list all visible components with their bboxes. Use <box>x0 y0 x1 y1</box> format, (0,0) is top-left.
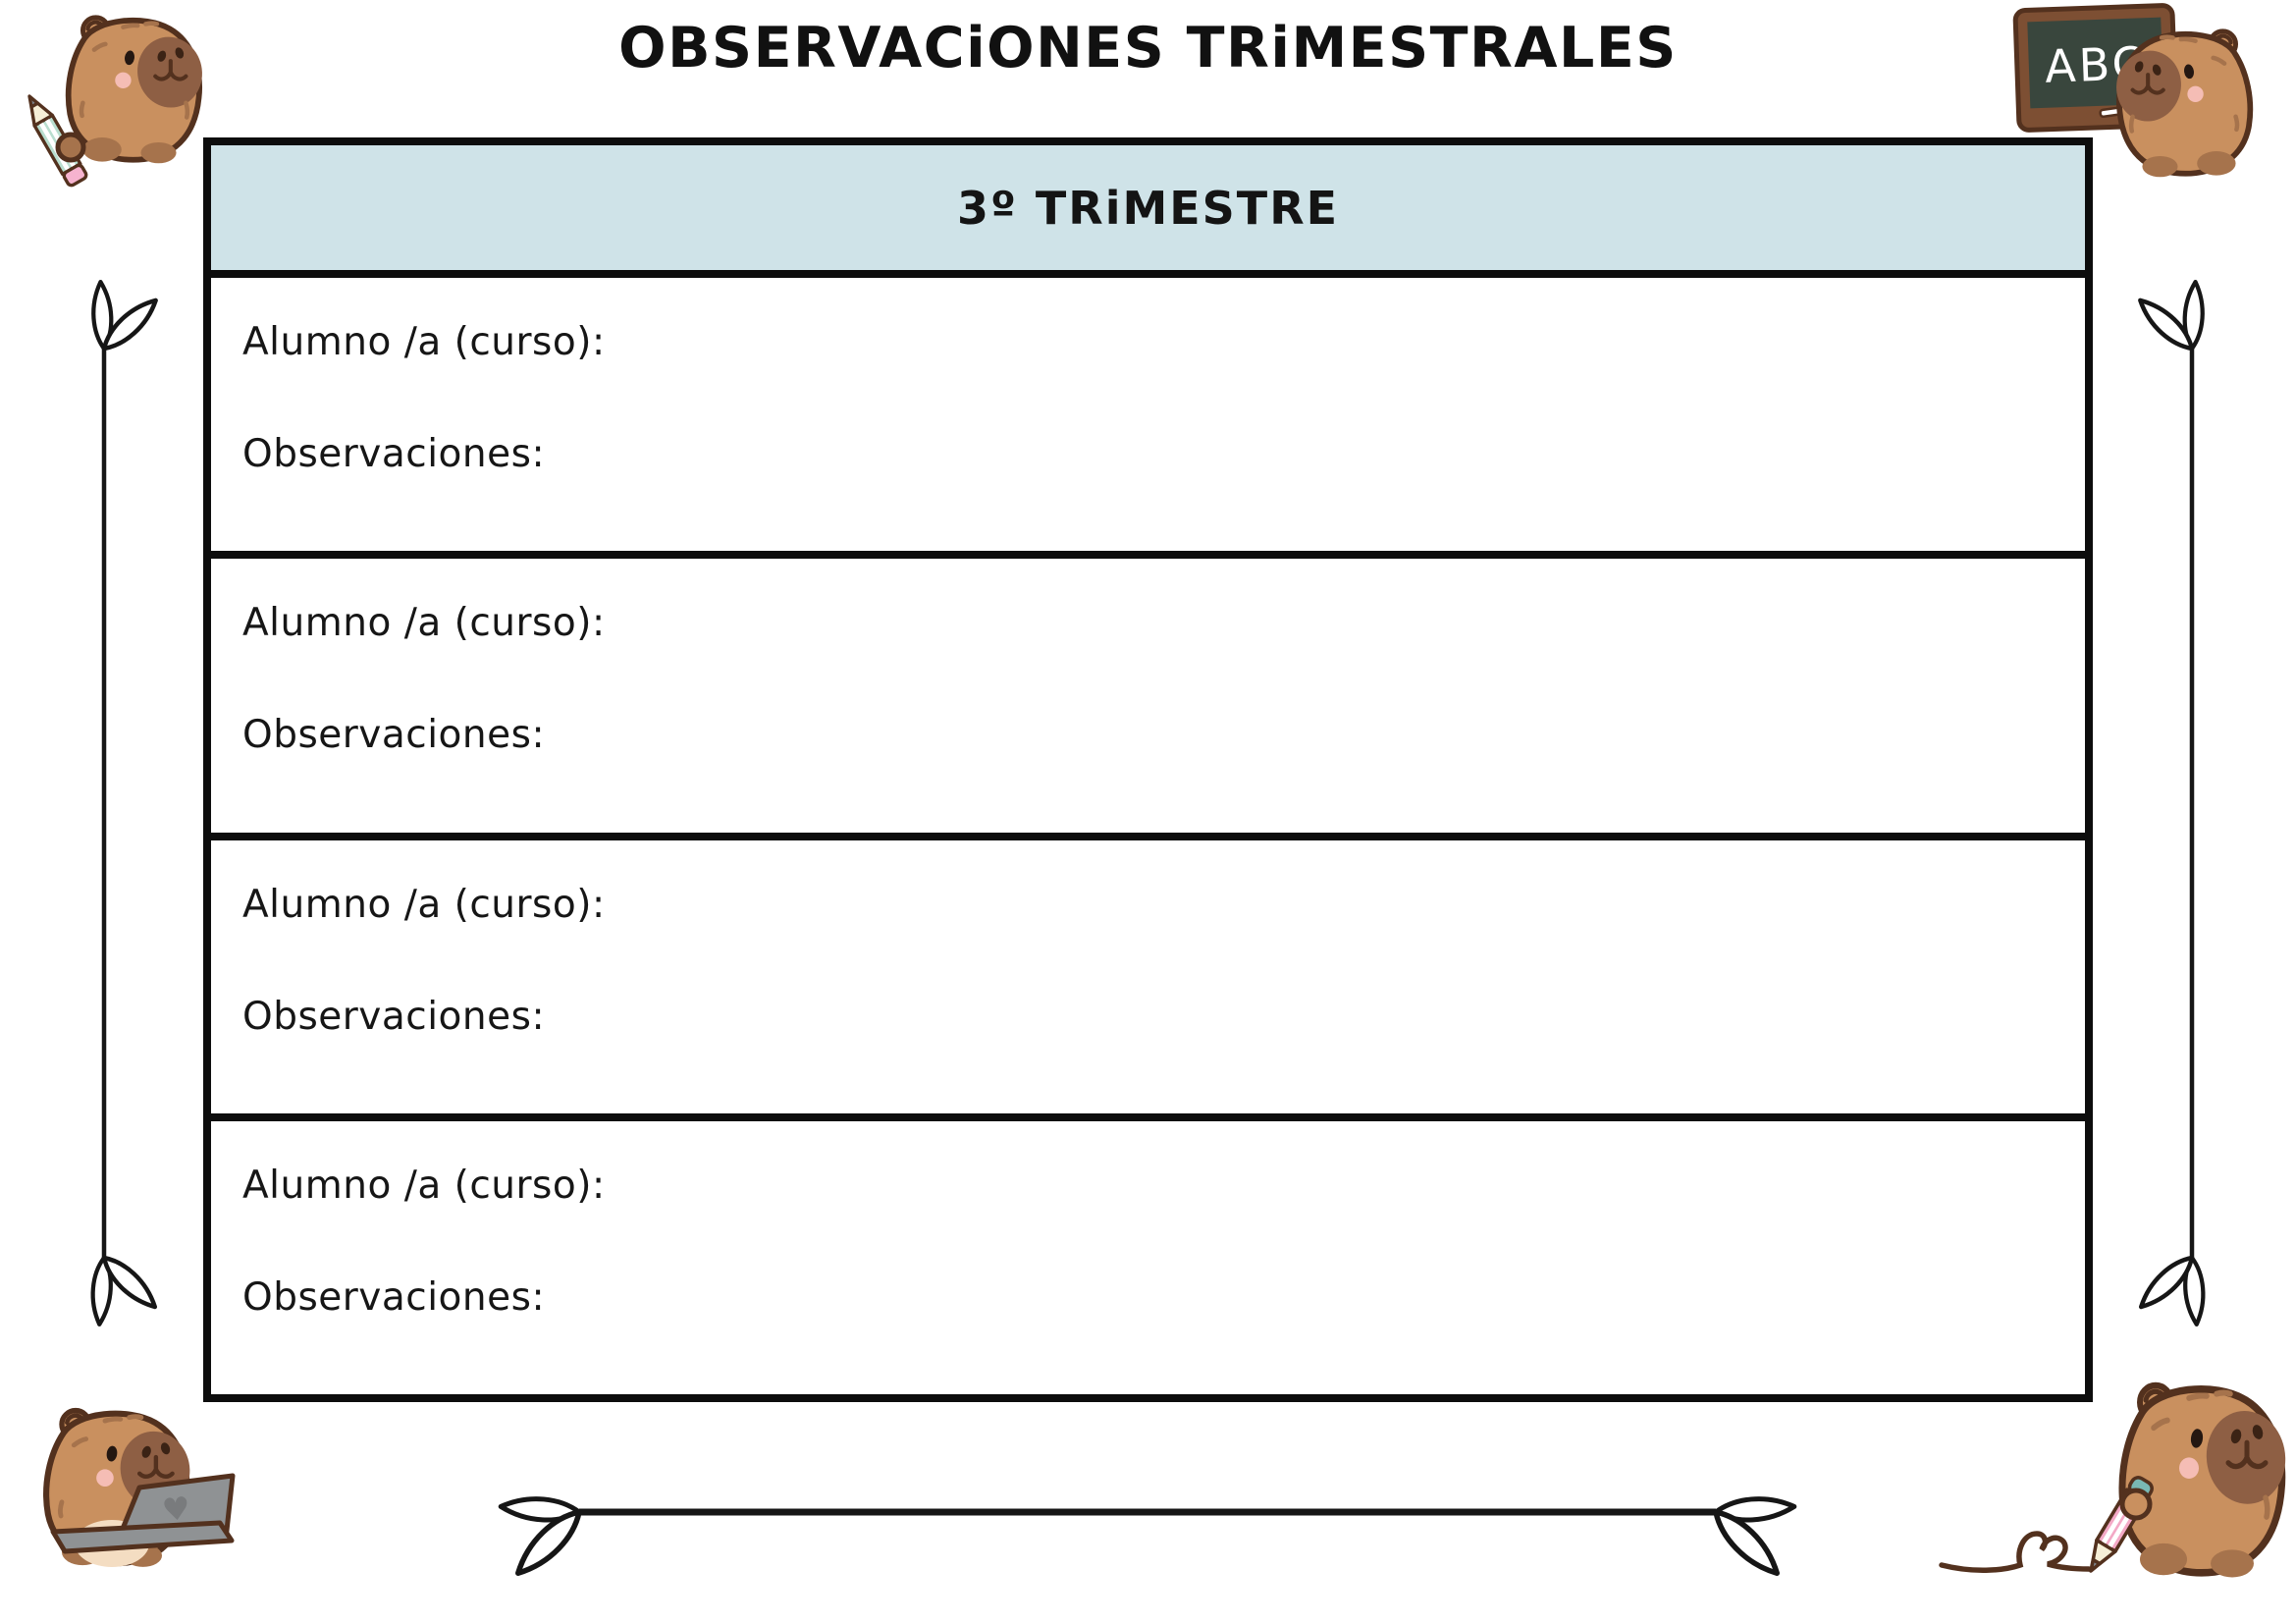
student-line: Alumno /a (curso): <box>242 870 2050 927</box>
leaf-divider-bottom <box>481 1468 1816 1596</box>
observation-row: Alumno /a (curso): Observaciones: <box>211 832 2085 1113</box>
student-line: Alumno /a (curso): <box>242 1151 2050 1208</box>
student-label: Alumno /a (curso): <box>242 601 606 646</box>
student-value-blank[interactable] <box>619 1151 2050 1198</box>
leaf-branch-right <box>2120 265 2268 1355</box>
student-line: Alumno /a (curso): <box>242 588 2050 645</box>
observations-line: Observaciones: <box>242 419 2050 476</box>
observation-row: Alumno /a (curso): Observaciones: <box>211 551 2085 832</box>
observation-row: Alumno /a (curso): Observaciones: <box>211 270 2085 551</box>
observations-value-blank[interactable] <box>559 700 2050 747</box>
observations-label: Observaciones: <box>242 713 546 758</box>
observations-value-blank[interactable] <box>559 1263 2050 1310</box>
student-label: Alumno /a (curso): <box>242 1163 606 1208</box>
student-value-blank[interactable] <box>619 307 2050 354</box>
capybara-paw <box>55 132 86 163</box>
leaf-branch-left <box>39 265 177 1355</box>
capybara-with-pencil-illustration <box>0 0 255 206</box>
page-title: OBSERVACiONES TRiMESTRALES <box>618 16 1678 81</box>
observations-line: Observaciones: <box>242 700 2050 757</box>
observation-row: Alumno /a (curso): Observaciones: <box>211 1112 2085 1394</box>
capybara-with-chalkboard-illustration: ABC <box>2012 3 2296 206</box>
capybara-with-laptop-illustration: ♥ <box>10 1394 236 1618</box>
observations-line: Observaciones: <box>242 1263 2050 1320</box>
student-line: Alumno /a (curso): <box>242 307 2050 364</box>
capybara-drawing-heart-illustration <box>1939 1355 2296 1624</box>
student-label: Alumno /a (curso): <box>242 882 606 927</box>
student-value-blank[interactable] <box>619 870 2050 917</box>
observations-label: Observaciones: <box>242 1274 546 1320</box>
observations-line: Observaciones: <box>242 982 2050 1039</box>
table-header-label: 3º TRiMESTRE <box>956 181 1340 235</box>
capybara-icon <box>69 18 209 163</box>
student-value-blank[interactable] <box>619 588 2050 635</box>
observations-label: Observaciones: <box>242 432 546 476</box>
observations-label: Observaciones: <box>242 994 546 1039</box>
table-header: 3º TRiMESTRE <box>211 145 2085 270</box>
laptop-icon: ♥ <box>50 1473 236 1554</box>
heart-squiggle-icon <box>1939 1531 2092 1573</box>
student-label: Alumno /a (curso): <box>242 320 606 364</box>
capybara-paw <box>2119 1488 2153 1521</box>
observations-table: 3º TRiMESTRE Alumno /a (curso): Observac… <box>203 137 2093 1402</box>
observations-value-blank[interactable] <box>559 982 2050 1029</box>
observations-value-blank[interactable] <box>559 419 2050 466</box>
